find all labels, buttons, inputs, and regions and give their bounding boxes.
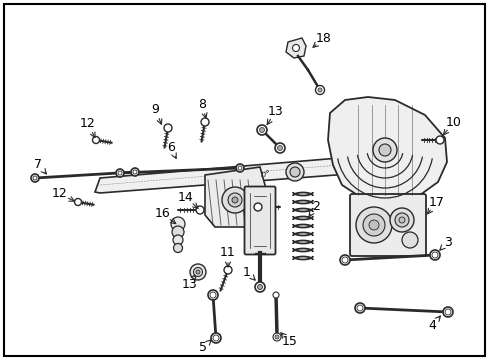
Circle shape (253, 203, 262, 211)
Circle shape (207, 290, 218, 300)
Circle shape (92, 136, 99, 144)
Text: 2: 2 (311, 199, 319, 212)
Circle shape (442, 307, 452, 317)
Circle shape (354, 303, 364, 313)
Circle shape (173, 235, 183, 245)
Text: 17: 17 (427, 196, 443, 209)
Circle shape (196, 270, 200, 274)
Circle shape (341, 257, 347, 263)
Polygon shape (327, 97, 446, 200)
Circle shape (272, 292, 279, 298)
FancyBboxPatch shape (244, 186, 275, 255)
FancyBboxPatch shape (349, 194, 425, 256)
Text: 13: 13 (181, 278, 197, 292)
Circle shape (274, 335, 279, 339)
Text: 18: 18 (315, 32, 330, 45)
Circle shape (171, 217, 184, 231)
Text: 4: 4 (427, 319, 435, 332)
Circle shape (401, 232, 417, 248)
Circle shape (163, 124, 172, 132)
Circle shape (274, 143, 285, 153)
Circle shape (356, 305, 362, 311)
Text: 6: 6 (166, 141, 174, 154)
Circle shape (236, 164, 244, 172)
Text: 10: 10 (445, 116, 460, 129)
Text: 11: 11 (220, 247, 235, 260)
Circle shape (292, 45, 299, 51)
Text: 9: 9 (151, 103, 159, 116)
Circle shape (254, 282, 264, 292)
Text: 12: 12 (80, 117, 95, 130)
Circle shape (378, 144, 390, 156)
Circle shape (238, 166, 242, 170)
Text: 12: 12 (52, 187, 67, 201)
Circle shape (362, 214, 384, 236)
Circle shape (272, 333, 281, 341)
Circle shape (231, 197, 238, 203)
Text: 1: 1 (243, 266, 250, 279)
Circle shape (435, 136, 443, 144)
Circle shape (277, 145, 282, 150)
Circle shape (444, 309, 450, 315)
Circle shape (33, 176, 37, 180)
Text: 8: 8 (198, 98, 206, 111)
Circle shape (355, 207, 391, 243)
Circle shape (398, 217, 404, 223)
Circle shape (227, 193, 242, 207)
Polygon shape (285, 38, 305, 58)
Circle shape (224, 266, 231, 274)
Circle shape (285, 163, 304, 181)
Circle shape (118, 171, 122, 175)
Circle shape (257, 125, 266, 135)
Circle shape (213, 335, 219, 341)
Text: 15: 15 (282, 336, 297, 348)
Circle shape (210, 333, 221, 343)
Circle shape (193, 267, 202, 276)
Circle shape (259, 127, 264, 132)
Circle shape (201, 118, 208, 126)
Circle shape (368, 220, 378, 230)
Text: 16: 16 (154, 207, 170, 220)
Text: n°: n° (260, 170, 269, 179)
Circle shape (190, 264, 205, 280)
Circle shape (116, 169, 124, 177)
Circle shape (394, 213, 408, 227)
Circle shape (257, 284, 262, 289)
Text: 5: 5 (199, 341, 206, 355)
Circle shape (339, 255, 349, 265)
Circle shape (172, 226, 183, 238)
Text: 13: 13 (267, 105, 283, 118)
Text: 3: 3 (443, 235, 451, 248)
Circle shape (196, 206, 203, 214)
Text: 7: 7 (34, 158, 42, 171)
Polygon shape (95, 155, 379, 193)
Text: 14: 14 (178, 191, 193, 204)
Circle shape (74, 198, 81, 206)
Circle shape (389, 208, 413, 232)
Circle shape (317, 88, 321, 92)
Circle shape (429, 250, 439, 260)
Circle shape (173, 243, 182, 252)
Circle shape (372, 138, 396, 162)
Circle shape (222, 187, 247, 213)
Circle shape (431, 252, 437, 258)
Circle shape (131, 168, 139, 176)
Polygon shape (204, 167, 264, 227)
Circle shape (31, 174, 39, 182)
Circle shape (289, 167, 299, 177)
Circle shape (209, 292, 216, 298)
Circle shape (133, 170, 137, 174)
Circle shape (315, 86, 324, 95)
